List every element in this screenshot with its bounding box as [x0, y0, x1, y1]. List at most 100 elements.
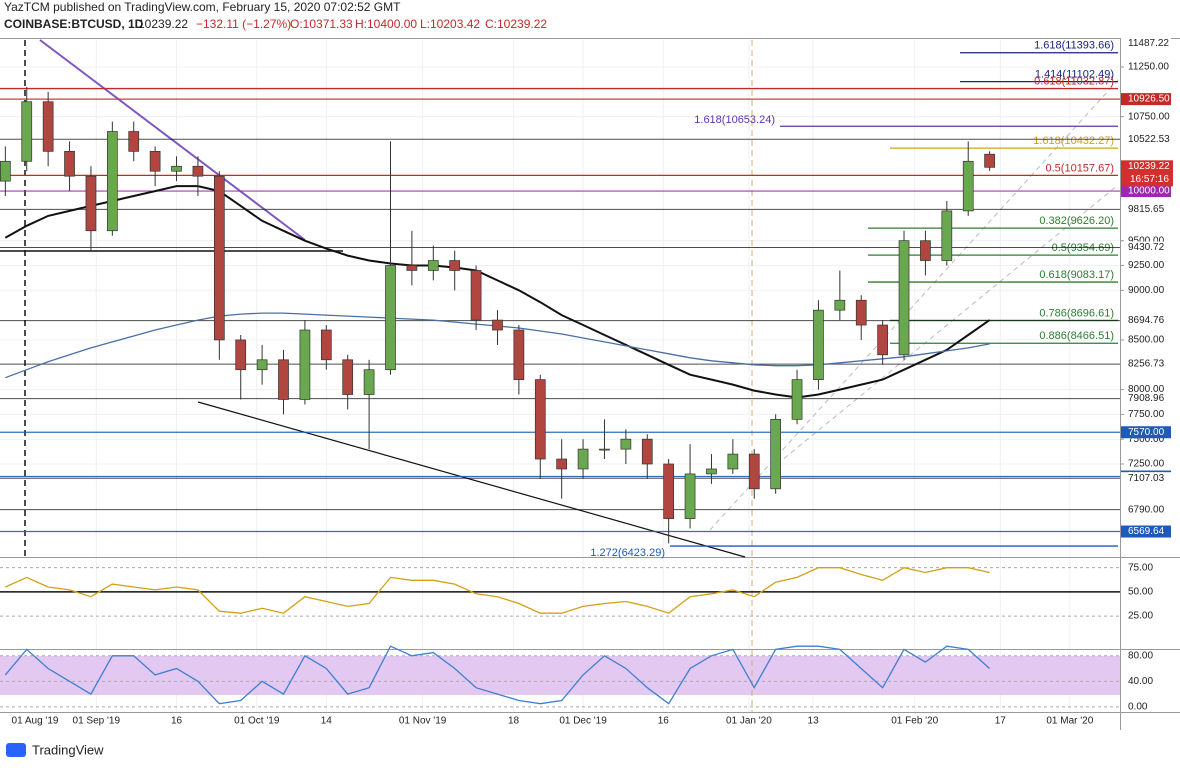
candle-body [748, 453, 760, 490]
candle-body [663, 463, 675, 519]
last-price-box [1121, 160, 1173, 187]
fib-label: 0.618(11032.87) [1034, 75, 1114, 87]
candle-body [834, 299, 846, 311]
level-label: 8694.76 [1128, 315, 1165, 326]
x-tick-label: 01 Aug '19 [12, 716, 59, 727]
pane-tick-label: 80.00 [1128, 650, 1153, 661]
candle-body [235, 339, 247, 371]
fib-label: 1.618(10653.24) [694, 114, 775, 126]
candle-body [385, 265, 396, 371]
candle-body [706, 468, 717, 475]
y-tick-label: 8000.00 [1128, 384, 1165, 395]
stoch-line [4, 645, 991, 705]
candle-body [342, 359, 354, 395]
publisher: YazTCM published on TradingView.com, Feb… [4, 0, 401, 14]
candle-body [599, 448, 610, 451]
x-tick-label: 17 [995, 716, 1007, 727]
candle-body [192, 165, 204, 177]
level-box [1121, 93, 1171, 106]
candle-body [0, 160, 11, 182]
ohlc-low: L:10203.42 [420, 17, 480, 31]
candle-body [534, 379, 546, 460]
candle-body [898, 240, 910, 356]
x-tick-label: 18 [508, 716, 520, 727]
level-label: 10522.53 [1128, 134, 1170, 145]
fib-label: 1.414(11102.49) [1035, 69, 1114, 81]
level-box [1121, 525, 1171, 538]
candle-body [727, 453, 739, 470]
fib-label: 1.618(10432.27) [1033, 135, 1114, 147]
level-label: 9430.72 [1128, 242, 1165, 253]
x-tick-label: 01 Dec '19 [559, 716, 607, 727]
level-box [1121, 241, 1171, 254]
level-label: 10926.50 [1128, 94, 1170, 105]
candle-body [620, 438, 632, 450]
trend-line [39, 39, 306, 241]
y-tick-label: 7250.00 [1128, 459, 1165, 470]
level-box [1121, 358, 1171, 371]
pane-tick-label: 75.00 [1128, 562, 1153, 573]
pane-tick-label: 25.00 [1128, 611, 1153, 622]
moving-average [4, 185, 991, 399]
change: −132.11 (−1.27%) [196, 17, 291, 31]
level-box [1121, 314, 1171, 327]
pane-tick-label: 0.00 [1128, 702, 1148, 713]
y-tick-label: 9250.00 [1128, 260, 1165, 271]
x-tick-label: 01 Sep '19 [73, 716, 121, 727]
candle-body [278, 359, 289, 400]
candle-body [363, 369, 375, 395]
stoch-band [0, 656, 1120, 695]
candle-body [770, 418, 781, 490]
level-box [1121, 426, 1171, 439]
last-price-label: 10239.22 [1128, 161, 1170, 172]
fib-label: 1.618(11393.66) [1034, 40, 1114, 52]
candle-body [641, 438, 653, 465]
candle-body [684, 473, 696, 519]
last-price: 10239.22 [138, 17, 188, 31]
candle-body [406, 265, 418, 271]
level-box [1121, 503, 1171, 516]
candle-body [42, 101, 54, 152]
y-tick-label: 11250.00 [1128, 62, 1169, 73]
candle-body [171, 165, 182, 172]
level-box [1121, 133, 1171, 146]
candle-body [941, 210, 953, 261]
logo: TradingView [6, 742, 104, 757]
candle-body [21, 101, 33, 162]
y-tick-label: 10750.00 [1128, 111, 1170, 122]
y-tick-label: 7500.00 [1128, 434, 1165, 445]
fib-label: 0.618(9083.17) [1039, 269, 1114, 281]
candle-body [320, 329, 332, 361]
candle-body [299, 329, 311, 400]
candle-body [513, 329, 525, 380]
candle-body [877, 324, 888, 356]
candle-body [492, 319, 503, 331]
level-label: 10000.00 [1128, 186, 1170, 197]
level-label: 9815.65 [1128, 204, 1165, 215]
x-tick-label: 01 Jan '20 [726, 716, 772, 727]
x-tick-label: 01 Oct '19 [234, 716, 280, 727]
candle-body [920, 240, 931, 261]
y-tick-label: 7750.00 [1128, 409, 1165, 420]
x-tick-label: 13 [808, 716, 820, 727]
fib-label: 0.382(9626.20) [1039, 215, 1114, 227]
y-tick-label: 9500.00 [1128, 235, 1165, 246]
ohlc-high: H:10400.00 [355, 17, 417, 31]
candle-body [855, 299, 867, 326]
logo-icon [6, 743, 26, 757]
candle-body [64, 151, 75, 177]
ohlc-close: C:10239.22 [485, 17, 547, 31]
level-box [1121, 392, 1171, 405]
pane-tick-label: 40.00 [1128, 676, 1153, 687]
logo-text: TradingView [32, 742, 104, 757]
fib-label: 0.786(8696.61) [1039, 307, 1114, 319]
y-tick-label: 9000.00 [1128, 285, 1165, 296]
level-box [1121, 203, 1171, 216]
x-tick-label: 01 Mar '20 [1046, 716, 1093, 727]
candle-body [791, 379, 803, 420]
candle-body [85, 175, 97, 232]
x-tick-label: 16 [171, 716, 183, 727]
candle-body [449, 260, 461, 271]
